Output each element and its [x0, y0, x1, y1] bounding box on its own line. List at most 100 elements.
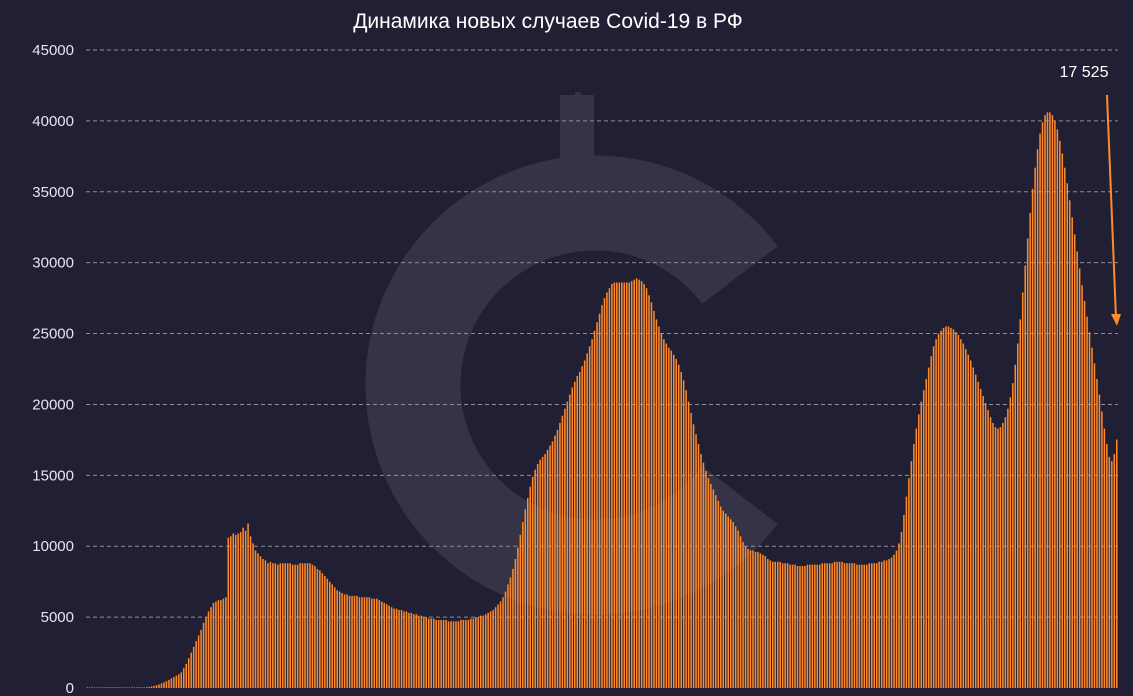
daily-cases-bar [244, 530, 247, 688]
daily-cases-bar [281, 563, 284, 688]
daily-cases-bar [937, 333, 940, 688]
daily-cases-bar [460, 619, 462, 688]
daily-cases-bar [831, 563, 833, 688]
daily-cases-bar [819, 564, 821, 688]
last-value-arrow [1106, 94, 1117, 319]
daily-cases-bar [905, 496, 908, 688]
daily-cases-bar [376, 598, 378, 688]
daily-cases-bar [222, 598, 225, 688]
daily-cases-bar [395, 608, 398, 688]
daily-cases-bar [145, 687, 148, 688]
daily-cases-bar [430, 618, 432, 688]
daily-cases-bar [158, 684, 160, 688]
daily-cases-bar [997, 428, 999, 688]
daily-cases-bar [215, 601, 217, 688]
daily-cases-bar [329, 581, 331, 688]
daily-cases-bar [1106, 444, 1108, 688]
daily-cases-bar [197, 635, 200, 688]
daily-cases-bar [133, 687, 136, 688]
daily-cases-bar [319, 570, 321, 688]
daily-cases-bar [779, 561, 781, 688]
daily-cases-bar [695, 434, 697, 688]
daily-cases-bar [910, 461, 913, 688]
daily-cases-bar [410, 612, 413, 688]
daily-cases-bar [982, 395, 984, 688]
daily-cases-bar [853, 563, 856, 688]
y-tick-label: 5000 [41, 609, 74, 626]
daily-cases-bar [811, 564, 814, 688]
daily-cases-bar [727, 516, 729, 688]
daily-cases-bar [1064, 167, 1066, 688]
daily-cases-bar [249, 536, 252, 688]
daily-cases-bar [338, 591, 341, 688]
daily-cases-bar [932, 346, 935, 688]
daily-cases-bar [418, 615, 420, 688]
daily-cases-bar [816, 564, 819, 688]
daily-cases-bar [618, 282, 621, 688]
daily-cases-bar [987, 410, 989, 688]
daily-cases-bar [475, 617, 477, 688]
daily-cases-bar [1029, 213, 1031, 689]
daily-cases-bar [578, 371, 581, 688]
daily-cases-bar [1034, 167, 1036, 688]
daily-cases-bar [1088, 332, 1091, 688]
daily-cases-bar [428, 618, 430, 688]
y-tick-label: 10000 [32, 538, 74, 555]
daily-cases-bar [457, 621, 460, 688]
daily-cases-bar [969, 360, 972, 688]
daily-cases-bar [187, 658, 190, 688]
daily-cases-bar [593, 330, 596, 688]
daily-cases-bar [1004, 417, 1007, 688]
daily-cases-bar [380, 601, 383, 688]
arrow-head-icon [1111, 314, 1121, 326]
y-tick-label: 30000 [32, 255, 74, 272]
daily-cases-bar [138, 687, 140, 688]
daily-cases-bar [796, 566, 799, 688]
daily-cases-bar [697, 444, 700, 688]
daily-cases-bar [361, 597, 363, 688]
daily-cases-bar [878, 561, 880, 688]
daily-cases-bar [195, 641, 197, 688]
daily-cases-bar [566, 401, 569, 688]
daily-cases-bar [366, 597, 368, 688]
daily-cases-bar [747, 549, 749, 688]
daily-cases-bar [942, 327, 945, 688]
y-tick-label: 15000 [32, 467, 74, 484]
daily-cases-bar [596, 322, 598, 688]
daily-cases-bar [128, 687, 131, 688]
daily-cases-bar [252, 543, 254, 688]
daily-cases-bar [230, 536, 232, 688]
daily-cases-bar [101, 687, 103, 688]
daily-cases-bar [403, 611, 405, 688]
daily-cases-bar [836, 561, 838, 688]
daily-cases-bar [786, 563, 789, 688]
daily-cases-bar [705, 471, 707, 688]
daily-cases-bar [311, 564, 314, 688]
daily-cases-bar [180, 672, 183, 688]
daily-cases-bar [606, 292, 608, 688]
daily-cases-bar [883, 560, 885, 688]
daily-cases-bar [1098, 394, 1101, 688]
daily-cases-bar [742, 541, 744, 688]
daily-cases-bar [999, 427, 1002, 688]
daily-cases-bar [148, 686, 150, 688]
daily-cases-bar [893, 554, 895, 688]
daily-cases-bar [687, 401, 690, 688]
daily-cases-bar [1046, 112, 1049, 688]
daily-cases-bar [752, 550, 754, 688]
daily-cases-bar [804, 566, 806, 688]
daily-cases-bar [455, 621, 457, 688]
daily-cases-bar [1093, 363, 1096, 688]
daily-cases-bar [638, 279, 640, 688]
daily-cases-bar [821, 563, 824, 688]
daily-cases-bar [1101, 411, 1103, 688]
daily-cases-bar [846, 563, 848, 688]
daily-cases-bar [299, 563, 301, 688]
daily-cases-bar [437, 619, 440, 688]
daily-cases-bar [576, 376, 579, 688]
daily-cases-bar [371, 598, 373, 688]
daily-cases-bar [784, 563, 786, 688]
daily-cases-bar [903, 515, 905, 688]
daily-cases-bar [965, 349, 967, 688]
daily-cases-bar [729, 519, 732, 688]
